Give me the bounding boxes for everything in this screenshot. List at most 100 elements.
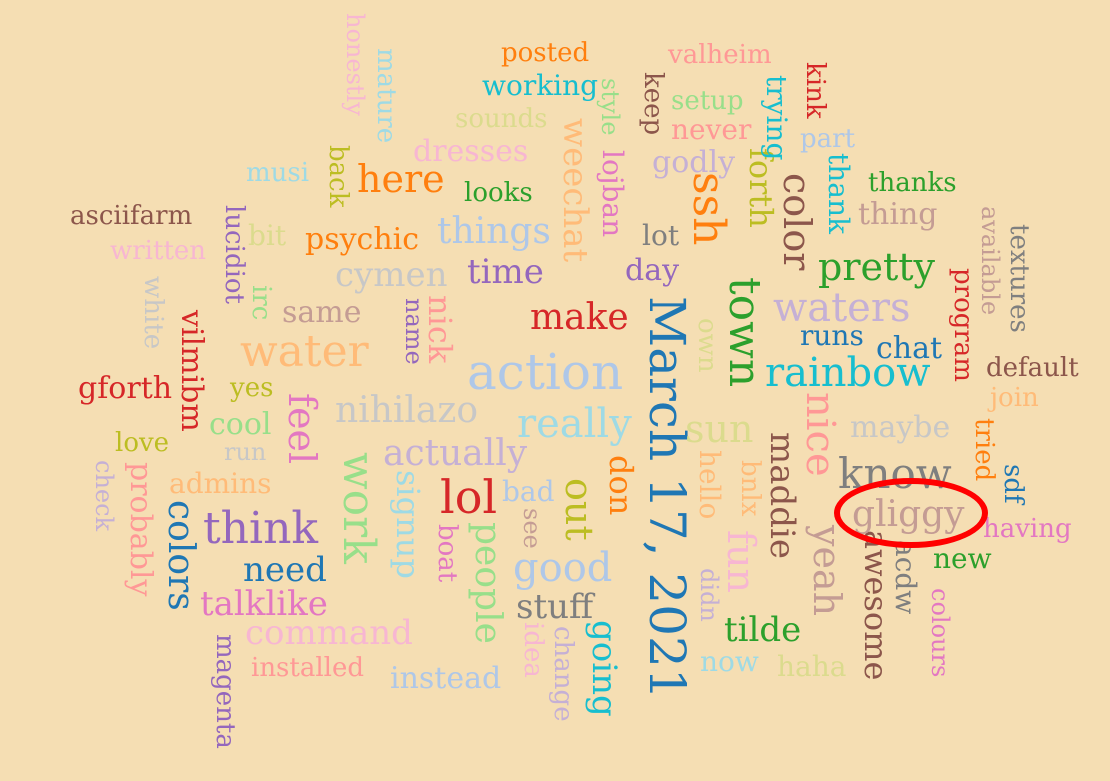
word-run: run [224, 438, 267, 466]
word-awesome: awesome [857, 530, 895, 681]
word-time: time [467, 252, 544, 292]
word-check: check [90, 460, 118, 532]
word-now: now [700, 645, 759, 678]
word-boat: boat [432, 524, 462, 583]
word-probably: probably [123, 462, 158, 597]
word-thing: thing [858, 197, 938, 232]
word-nick: nick [421, 295, 459, 364]
word-new: new [933, 542, 992, 575]
word-tried: tried [969, 418, 999, 482]
word-magenta: magenta [210, 634, 240, 749]
word-posted: posted [501, 38, 590, 68]
word-program: program [948, 268, 978, 382]
word-change: change [548, 626, 578, 722]
word-ssh: ssh [683, 172, 734, 246]
word-maddie: maddie [762, 432, 802, 560]
word-dresses: dresses [413, 134, 529, 169]
word-sounds: sounds [455, 104, 548, 134]
word-sun: sun [685, 407, 754, 451]
word-talklike: talklike [200, 584, 328, 624]
word-working: working [482, 69, 599, 102]
word-hello: hello [693, 450, 726, 520]
word-bit: bit [248, 219, 287, 252]
word-think: think [203, 503, 319, 554]
word-bnlx: bnlx [735, 460, 765, 517]
word-people: people [467, 522, 508, 644]
word-asciifarm: asciifarm [70, 201, 193, 231]
word-honestly: honestly [341, 13, 369, 116]
word-action: action [467, 343, 624, 401]
word-cymen: cymen [335, 255, 448, 295]
word-instead: instead [390, 661, 502, 696]
word-love: love [115, 428, 170, 458]
word-pretty: pretty [818, 245, 935, 289]
word-need: need [243, 550, 327, 590]
word-join: join [990, 383, 1039, 413]
word-name: name [400, 298, 428, 365]
word-bad: bad [502, 475, 555, 508]
word-signup: signup [389, 470, 427, 579]
word-forth: forth [742, 148, 780, 228]
word-installed: installed [251, 653, 365, 683]
word-feel: feel [280, 393, 324, 465]
word-default: default [986, 353, 1079, 383]
word-command: command [245, 613, 413, 653]
word-keep: keep [638, 72, 668, 136]
word-waters: waters [773, 285, 911, 331]
word-psychic: psychic [305, 222, 420, 257]
word-stuff: stuff [516, 587, 594, 627]
word-here: here [357, 157, 445, 201]
word-yeah: yeah [805, 525, 849, 617]
word-kink: kink [800, 62, 830, 119]
word-going: going [584, 620, 624, 717]
word-good: good [513, 545, 613, 591]
word-didn: didn [695, 568, 723, 622]
word-work: work [333, 452, 384, 564]
word-out: out [557, 478, 601, 541]
word-thank: thank [822, 153, 855, 234]
word-acdw: acdw [889, 540, 922, 615]
word-colours: colours [926, 588, 954, 678]
word-rainbow: rainbow [765, 350, 931, 396]
word-haha: haha [777, 650, 847, 683]
word-cool: cool [209, 407, 272, 442]
word-irc: irc [246, 285, 276, 321]
word-sdf: sdf [998, 464, 1028, 504]
word-weechat: weechat [555, 118, 595, 263]
word-having: having [983, 514, 1072, 544]
word-yes: yes [230, 373, 274, 403]
word-mature: mature [371, 48, 401, 144]
word-see: see [518, 508, 546, 549]
word-things: things [437, 211, 551, 252]
word-color: color [775, 173, 819, 271]
word-valheim: valheim [668, 40, 772, 70]
word-town: town [719, 277, 770, 388]
word-tilde: tilde [724, 610, 802, 650]
word-admins: admins [169, 467, 272, 500]
word-make: make [530, 297, 629, 338]
word-lojban: lojban [596, 150, 629, 238]
word-musi: musi [246, 158, 310, 188]
word-lucidiot: lucidiot [219, 205, 249, 304]
word-really: really [517, 401, 632, 447]
word-maybe: maybe [850, 410, 951, 445]
word-style: style [596, 78, 624, 136]
word-idea: idea [518, 622, 548, 678]
word-thanks: thanks [868, 168, 957, 198]
word-nihilazo: nihilazo [335, 390, 479, 431]
word-godly: godly [652, 145, 736, 180]
word-don: don [602, 455, 640, 516]
word-water: water [240, 326, 369, 377]
word-never: never [671, 113, 752, 146]
word-actually: actually [383, 433, 528, 474]
word-available: available [976, 206, 1004, 316]
word-same: same [282, 295, 362, 330]
word-chat: chat [876, 331, 943, 366]
word-trying: trying [760, 75, 793, 161]
word-fun: fun [719, 530, 763, 594]
word-textures: textures [1004, 224, 1034, 333]
word-written: written [110, 236, 207, 266]
word-setup: setup [671, 86, 744, 116]
word-vilmibm: vilmibm [174, 310, 209, 432]
